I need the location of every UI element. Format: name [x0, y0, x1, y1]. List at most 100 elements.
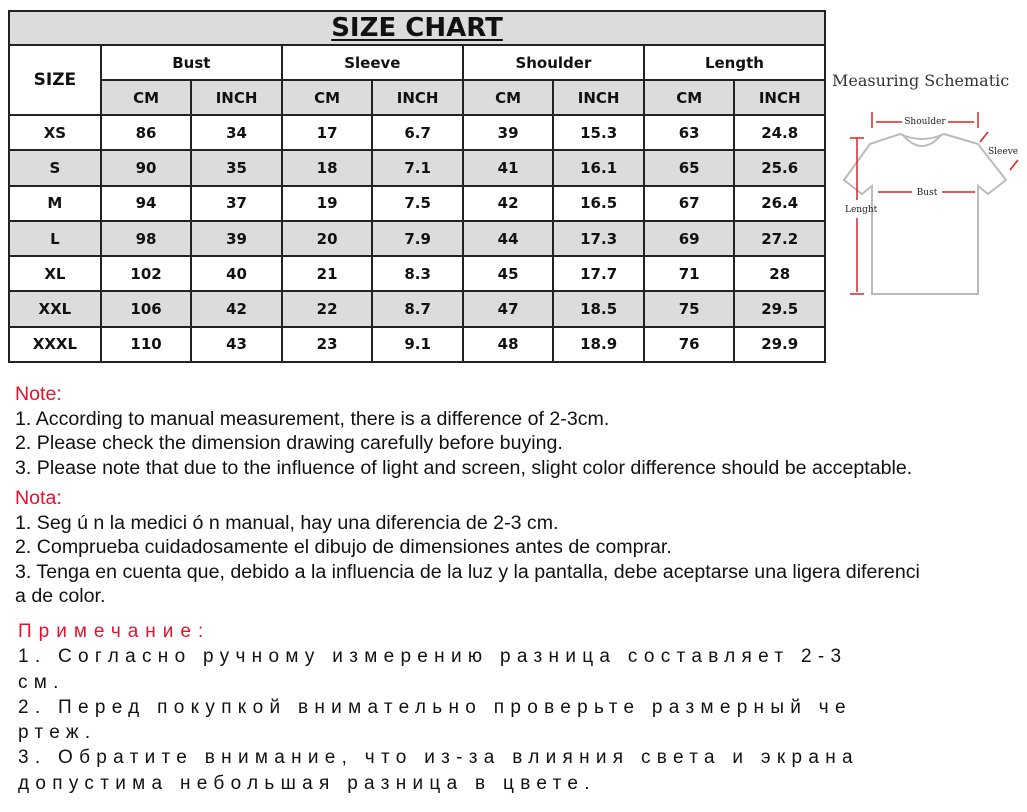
value-cell: 16.1: [552, 149, 645, 187]
group-bust: Bust: [99, 44, 283, 81]
group-shoulder: Shoulder: [461, 44, 645, 81]
table-row: XS 86 34 17 6.7 39 15.3 63 24.8: [8, 113, 826, 152]
unit-header-inch: INCH: [371, 79, 464, 116]
value-cell: 26.4: [733, 184, 826, 222]
unit-header-cm: CM: [642, 79, 736, 116]
value-cell: 76: [642, 325, 736, 364]
table-row: L 98 39 20 7.9 44 17.3 69 27.2: [8, 219, 826, 258]
value-cell: 39: [190, 219, 283, 258]
unit-header-cm: CM: [99, 79, 193, 116]
table-row: M 94 37 19 7.5 42 16.5 67 26.4: [8, 184, 826, 222]
unit-header-inch: INCH: [190, 79, 283, 116]
value-cell: 21: [280, 255, 374, 293]
note-line: 2. Comprueba cuidadosamente el dibujo de…: [15, 536, 672, 558]
note-line: 2. Перед покупкой внимательно проверьте …: [18, 696, 852, 718]
tshirt-icon: [842, 132, 1008, 295]
note-line: 1. Согласно ручному измерению разница со…: [18, 646, 848, 668]
value-cell: 47: [461, 290, 555, 328]
note-heading: Note:: [15, 383, 62, 405]
value-cell: 63: [642, 113, 736, 152]
size-cell: L: [8, 219, 102, 258]
value-cell: 24.8: [733, 113, 826, 152]
value-cell: 42: [190, 290, 283, 328]
value-cell: 8.7: [371, 290, 464, 328]
value-cell: 27.2: [733, 219, 826, 258]
value-cell: 7.1: [371, 149, 464, 187]
size-header: SIZE: [8, 44, 102, 116]
note-line: 3. Please note that due to the influence…: [15, 456, 913, 479]
value-cell: 29.5: [733, 290, 826, 328]
svg-text:Bust: Bust: [917, 188, 938, 198]
value-cell: 19: [280, 184, 374, 222]
value-cell: 110: [99, 325, 193, 364]
value-cell: 65: [642, 149, 736, 187]
value-cell: 39: [461, 113, 555, 152]
value-cell: 90: [99, 149, 193, 187]
value-cell: 6.7: [371, 113, 464, 152]
size-cell: XXL: [8, 290, 102, 328]
chart-title: SIZE CHART: [8, 10, 826, 46]
size-cell: XXXL: [8, 325, 102, 364]
value-cell: 102: [99, 255, 193, 293]
svg-text:Lenght: Lenght: [845, 205, 878, 215]
size-cell: XS: [8, 113, 102, 152]
note-heading: Nota:: [15, 487, 62, 509]
value-cell: 18.9: [552, 325, 645, 364]
value-cell: 17.3: [552, 219, 645, 258]
unit-header-cm: CM: [280, 79, 374, 116]
value-cell: 67: [642, 184, 736, 222]
value-cell: 9.1: [371, 325, 464, 364]
value-cell: 8.3: [371, 255, 464, 293]
value-cell: 86: [99, 113, 193, 152]
value-cell: 69: [642, 219, 736, 258]
unit-header-inch: INCH: [552, 79, 645, 116]
value-cell: 28: [733, 255, 826, 293]
value-cell: 35: [190, 149, 283, 187]
value-cell: 25.6: [733, 149, 826, 187]
note-line: см.: [18, 671, 65, 693]
value-cell: 22: [280, 290, 374, 328]
table-row: XXXL 110 43 23 9.1 48 18.9 76 29.9: [8, 325, 826, 364]
note-line: допустима небольшая разница в цвете.: [18, 772, 596, 794]
value-cell: 16.5: [552, 184, 645, 222]
value-cell: 45: [461, 255, 555, 293]
note-line: a de color.: [15, 585, 106, 607]
value-cell: 41: [461, 149, 555, 187]
size-chart-table: SIZE CHART SIZE Bust Sleeve Shoulder Len…: [8, 10, 827, 364]
value-cell: 18: [280, 149, 374, 187]
unit-header-inch: INCH: [733, 79, 826, 116]
note-line: 3. Обратите внимание, что из-за влияния …: [18, 747, 859, 769]
size-cell: M: [8, 184, 102, 222]
value-cell: 43: [190, 325, 283, 364]
note-line: 2. Please check the dimension drawing ca…: [15, 432, 563, 454]
note-line: ртеж.: [18, 722, 97, 744]
note-line: 1. Seg ú n la medici ó n manual, hay una…: [15, 511, 559, 534]
svg-text:Sleeve: Sleeve: [988, 147, 1018, 157]
notes-spanish: Nota: 1. Seg ú n la medici ó n manual, h…: [15, 486, 920, 609]
note-line: 3. Tenga en cuenta que, debido a la infl…: [15, 560, 920, 583]
notes-russian: Примечание: 1. Согласно ручному измерени…: [18, 619, 859, 796]
value-cell: 34: [190, 113, 283, 152]
value-cell: 23: [280, 325, 374, 364]
value-cell: 7.9: [371, 219, 464, 258]
value-cell: 17.7: [552, 255, 645, 293]
svg-text:Shoulder: Shoulder: [904, 117, 946, 127]
value-cell: 106: [99, 290, 193, 328]
notes-english: Note: 1. According to manual measurement…: [15, 382, 912, 480]
value-cell: 18.5: [552, 290, 645, 328]
value-cell: 29.9: [733, 325, 826, 364]
value-cell: 48: [461, 325, 555, 364]
value-cell: 44: [461, 219, 555, 258]
value-cell: 20: [280, 219, 374, 258]
group-length: Length: [642, 44, 827, 81]
note-heading: Примечание:: [18, 621, 211, 642]
table-row: XL 102 40 21 8.3 45 17.7 71 28: [8, 255, 826, 293]
group-sleeve: Sleeve: [280, 44, 464, 81]
value-cell: 42: [461, 184, 555, 222]
value-cell: 40: [190, 255, 283, 293]
schematic-title: Measuring Schematic: [832, 71, 1009, 90]
note-line: 1. According to manual measurement, ther…: [15, 407, 610, 430]
value-cell: 98: [99, 219, 193, 258]
size-cell: XL: [8, 255, 102, 293]
table-row: XXL 106 42 22 8.7 47 18.5 75 29.5: [8, 290, 826, 328]
